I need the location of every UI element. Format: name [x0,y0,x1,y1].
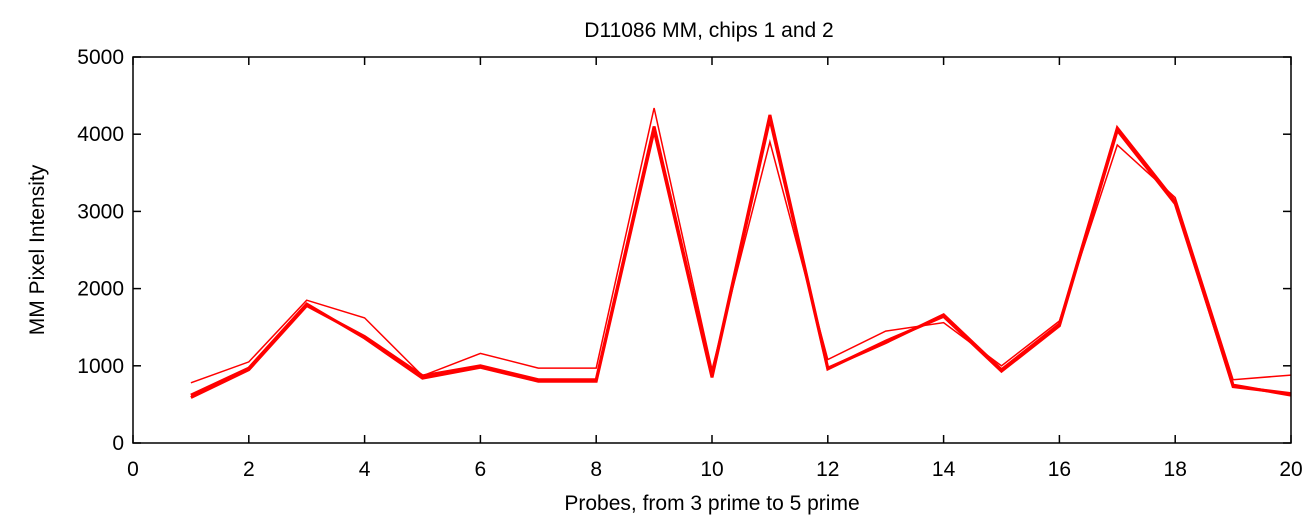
x-tick-label: 8 [590,458,602,481]
series-line [190,107,1292,384]
plot-lines [190,107,1292,399]
y-tick-label: 0 [112,432,124,455]
series-line [190,118,1292,397]
y-tick-label: 2000 [77,278,124,301]
x-tick-label: 18 [1164,458,1187,481]
y-tick-label: 5000 [77,46,124,69]
x-tick-label: 6 [475,458,487,481]
y-tick-label: 4000 [77,123,124,146]
x-axis: 0 2 4 6 8 10 12 14 16 18 20 [127,57,1303,481]
x-tick-label: 2 [243,458,255,481]
chart-title: D11086 MM, chips 1 and 2 [584,19,833,42]
x-tick-label: 0 [127,458,139,481]
x-tick-label: 14 [932,458,956,481]
x-tick-label: 10 [700,458,723,481]
x-tick-label: 16 [1048,458,1071,481]
x-tick-label: 20 [1279,458,1302,481]
y-axis: 0 1000 2000 3000 4000 5000 [77,46,1291,455]
y-tick-label: 3000 [77,200,124,223]
x-tick-label: 12 [816,458,839,481]
x-tick-label: 4 [359,458,371,481]
x-axis-label: Probes, from 3 prime to 5 prime [564,492,859,515]
y-tick-label: 1000 [77,355,124,378]
y-axis-label: MM Pixel Intensity [26,164,49,335]
